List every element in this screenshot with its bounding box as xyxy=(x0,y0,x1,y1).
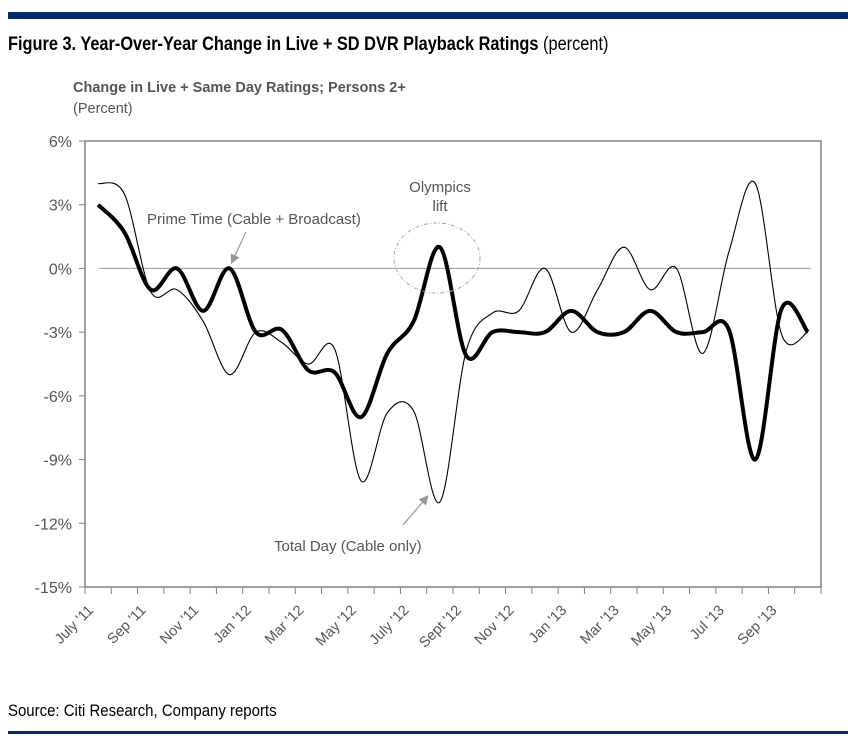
bottom-rule xyxy=(8,731,848,734)
series-line-prime-time xyxy=(96,203,810,462)
y-tick-label: -3% xyxy=(44,325,72,342)
annotation-lift: lift xyxy=(433,198,449,215)
figure-title-main: Figure 3. Year-Over-Year Change in Live … xyxy=(8,34,539,55)
x-tick-label: July '12 xyxy=(367,603,413,649)
x-tick-label: Nov '11 xyxy=(157,603,202,648)
x-tick-label: Nov '12 xyxy=(472,603,518,649)
plot-frame xyxy=(84,140,822,588)
x-tick-label: Jan '12 xyxy=(211,603,255,647)
x-tick-label: July '11 xyxy=(52,603,97,648)
annotation-olympics: Olympics xyxy=(409,179,471,196)
y-tick-label: -15% xyxy=(35,580,72,597)
x-tick-label: May '13 xyxy=(628,603,675,650)
top-rule xyxy=(8,12,848,19)
y-tick-label: -6% xyxy=(44,389,72,406)
figure-title: Figure 3. Year-Over-Year Change in Live … xyxy=(8,34,608,56)
y-tick-label: 3% xyxy=(49,198,72,215)
x-tick-label: Mar '12 xyxy=(262,603,307,648)
annotation-prime-time: Prime Time (Cable + Broadcast) xyxy=(147,211,361,228)
line-chart: 6%3%0%-3%-6%-9%-12%-15%July '11 Sep '11 No… xyxy=(35,134,822,652)
y-tick-label: -9% xyxy=(44,453,72,470)
unit-label: (Percent) xyxy=(73,101,133,117)
x-tick-label: Jul '13 xyxy=(687,603,728,644)
x-tick-label: Sep '11 xyxy=(105,603,150,648)
x-tick-label: Mar '13 xyxy=(577,603,622,648)
chart-subtitle: Change in Live + Same Day Ratings; Perso… xyxy=(73,80,406,96)
series-line-total-day xyxy=(97,180,809,504)
x-tick-label: Sep '13 xyxy=(735,603,781,649)
y-tick-label: -12% xyxy=(35,516,72,533)
figure-title-unit: (percent) xyxy=(543,34,609,55)
y-tick-label: 6% xyxy=(49,134,72,151)
source-note: Source: Citi Research, Company reports xyxy=(8,701,277,720)
x-tick-label: Jan '13 xyxy=(526,603,570,647)
annotation-total-day: Total Day (Cable only) xyxy=(274,538,422,555)
annotation-olympics-circle xyxy=(393,222,481,294)
y-tick-label: 0% xyxy=(49,261,72,278)
annotation-arrow-prime-time xyxy=(230,231,247,265)
x-tick-label: Sept '12 xyxy=(416,603,465,652)
annotation-arrow-total-day xyxy=(402,495,429,526)
x-tick-label: May '12 xyxy=(313,603,360,650)
